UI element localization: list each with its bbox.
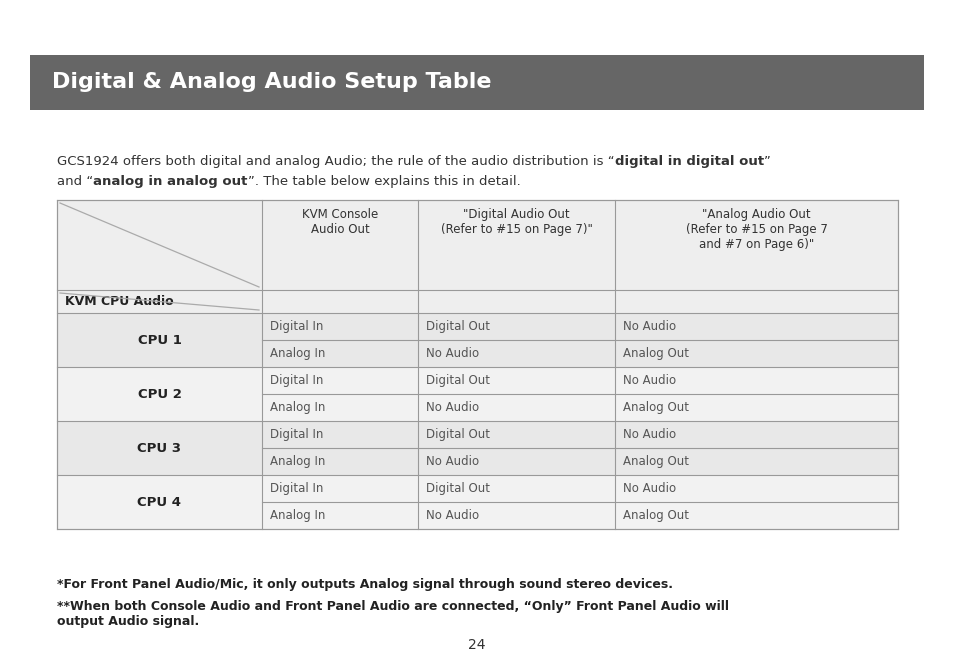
Text: Analog Out: Analog Out <box>622 347 688 360</box>
Text: GCS1924 offers both digital and analog Audio; the rule of the audio distribution: GCS1924 offers both digital and analog A… <box>57 155 614 168</box>
Text: "Digital Audio Out
(Refer to #15 on Page 7)": "Digital Audio Out (Refer to #15 on Page… <box>440 208 592 236</box>
Text: Digital Out: Digital Out <box>426 482 490 495</box>
Text: Digital Out: Digital Out <box>426 428 490 441</box>
Text: No Audio: No Audio <box>426 401 478 414</box>
Text: Analog In: Analog In <box>270 401 325 414</box>
Bar <box>57 421 897 475</box>
Text: No Audio: No Audio <box>426 347 478 360</box>
Text: No Audio: No Audio <box>622 482 676 495</box>
Bar <box>57 367 897 421</box>
Text: *For Front Panel Audio/Mic, it only outputs Analog signal through sound stereo d: *For Front Panel Audio/Mic, it only outp… <box>57 578 672 591</box>
Text: No Audio: No Audio <box>426 455 478 468</box>
Bar <box>57 290 897 313</box>
Text: No Audio: No Audio <box>622 428 676 441</box>
Bar <box>57 200 897 529</box>
Text: Digital In: Digital In <box>270 428 323 441</box>
Text: No Audio: No Audio <box>622 320 676 333</box>
Text: "Analog Audio Out
(Refer to #15 on Page 7
and #7 on Page 6)": "Analog Audio Out (Refer to #15 on Page … <box>685 208 826 251</box>
Text: Digital Out: Digital Out <box>426 374 490 387</box>
Text: ”. The table below explains this in detail.: ”. The table below explains this in deta… <box>248 175 519 188</box>
Text: Analog Out: Analog Out <box>622 401 688 414</box>
Text: and “: and “ <box>57 175 93 188</box>
Text: CPU 2: CPU 2 <box>137 388 181 400</box>
Text: KVM CPU Audio: KVM CPU Audio <box>65 295 173 308</box>
Bar <box>30 55 923 110</box>
Text: Analog Out: Analog Out <box>622 455 688 468</box>
Text: CPU 1: CPU 1 <box>137 334 181 346</box>
Text: Analog In: Analog In <box>270 509 325 522</box>
Text: analog in analog out: analog in analog out <box>93 175 248 188</box>
Text: 24: 24 <box>468 638 485 652</box>
Text: No Audio: No Audio <box>426 509 478 522</box>
Text: KVM Console
Audio Out: KVM Console Audio Out <box>301 208 377 236</box>
Text: **When both Console Audio and Front Panel Audio are connected, “Only” Front Pane: **When both Console Audio and Front Pane… <box>57 600 728 628</box>
Text: Analog Out: Analog Out <box>622 509 688 522</box>
Bar <box>57 313 897 367</box>
Bar <box>57 200 897 290</box>
Bar <box>57 475 897 529</box>
Text: Digital & Analog Audio Setup Table: Digital & Analog Audio Setup Table <box>52 72 491 92</box>
Text: Analog In: Analog In <box>270 455 325 468</box>
Text: CPU 4: CPU 4 <box>137 495 181 509</box>
Text: CPU 3: CPU 3 <box>137 442 181 454</box>
Text: Analog In: Analog In <box>270 347 325 360</box>
Text: digital in digital out: digital in digital out <box>614 155 763 168</box>
Text: Digital In: Digital In <box>270 374 323 387</box>
Text: No Audio: No Audio <box>622 374 676 387</box>
Text: Digital In: Digital In <box>270 482 323 495</box>
Text: Digital Out: Digital Out <box>426 320 490 333</box>
Text: ”: ” <box>763 155 770 168</box>
Text: Digital In: Digital In <box>270 320 323 333</box>
